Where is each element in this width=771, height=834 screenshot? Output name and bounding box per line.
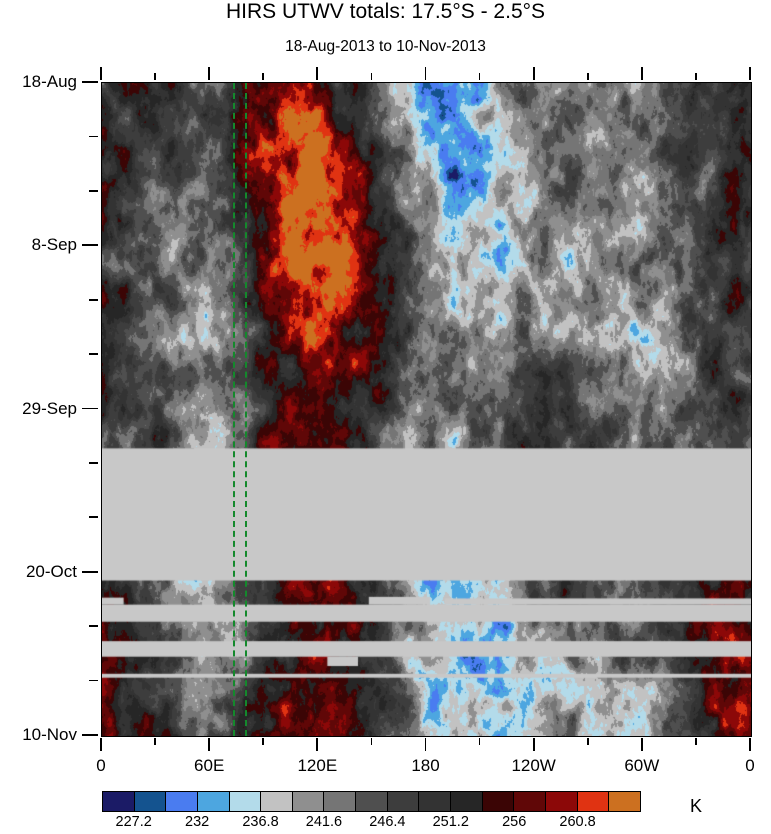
- y-tick-minor: [89, 625, 98, 628]
- x-tick-minor: [478, 738, 481, 745]
- x-tick-minor: [262, 738, 265, 745]
- colorbar-tick-label: 260.8: [559, 814, 596, 830]
- y-tick-minor: [89, 353, 98, 355]
- x-tick-minor: [154, 738, 156, 745]
- x-tick-top-minor: [370, 73, 373, 80]
- colorbar-swatch: [166, 792, 198, 811]
- green-dashed-line: [232, 83, 235, 736]
- y-tick-major: [82, 570, 98, 573]
- colorbar-swatch: [419, 792, 452, 811]
- x-tick-major: [316, 738, 319, 751]
- colorbar-swatch: [261, 792, 293, 811]
- plot-area: [101, 82, 752, 737]
- colorbar-swatch: [387, 792, 420, 811]
- colorbar-tick-label: 241.6: [305, 814, 343, 830]
- x-tick-top-major: [640, 67, 643, 80]
- x-tick-top-major: [316, 67, 319, 80]
- y-axis-label: 29-Sep: [22, 398, 77, 418]
- colorbar-swatch: [197, 792, 230, 811]
- page-subtitle: 18-Aug-2013 to 10-Nov-2013: [285, 38, 486, 55]
- y-tick-major: [82, 81, 98, 83]
- x-tick-top-major: [749, 67, 751, 80]
- colorbar-swatch: [482, 792, 515, 811]
- colorbar-tick-label: 227.2: [115, 814, 152, 830]
- colorbar-swatch: [451, 792, 483, 811]
- x-tick-major: [208, 738, 211, 751]
- colorbar-swatch: [356, 792, 388, 811]
- x-tick-top-minor: [154, 73, 156, 80]
- x-axis-label: 60E: [194, 756, 225, 775]
- colorbar-swatch: [229, 792, 262, 811]
- colorbar-swatch: [103, 792, 135, 811]
- y-axis-label: 10-Nov: [22, 725, 77, 744]
- x-tick-top-major: [208, 67, 211, 80]
- x-axis-label: 120E: [297, 756, 338, 775]
- colorbar-swatch: [324, 792, 357, 811]
- y-tick-minor: [89, 679, 98, 682]
- x-tick-minor: [695, 738, 697, 745]
- heatmap-field: [102, 83, 751, 736]
- x-axis-label: 180: [411, 756, 440, 775]
- x-tick-top-minor: [262, 73, 265, 80]
- colorbar: [102, 791, 641, 812]
- x-tick-top-major: [424, 67, 427, 80]
- y-tick-minor: [89, 189, 98, 192]
- x-tick-top-minor: [586, 73, 589, 80]
- x-tick-major: [749, 738, 751, 751]
- x-tick-top-major: [100, 67, 102, 80]
- colorbar-swatch: [577, 792, 610, 811]
- y-tick-major: [82, 407, 98, 410]
- x-tick-top-minor: [478, 73, 481, 80]
- y-tick-minor: [89, 516, 98, 519]
- x-tick-minor: [586, 738, 589, 745]
- colorbar-unit-label: K: [690, 796, 703, 816]
- colorbar-tick-label: 232: [185, 814, 210, 830]
- x-axis-label: 0: [745, 756, 755, 775]
- colorbar-swatch: [609, 792, 640, 811]
- x-tick-major: [424, 738, 427, 751]
- x-axis-label: 60W: [624, 756, 660, 775]
- x-tick-top-major: [532, 67, 535, 80]
- y-axis-label: 20-Oct: [25, 561, 77, 581]
- x-tick-major: [640, 738, 643, 751]
- y-tick-major: [82, 244, 98, 247]
- x-axis-label: 0: [96, 756, 106, 775]
- colorbar-tick-label: 236.8: [242, 814, 279, 830]
- x-tick-major: [532, 738, 535, 751]
- colorbar-tick-label: 251.2: [432, 814, 469, 830]
- colorbar-swatch: [514, 792, 546, 811]
- green-dashed-line: [245, 83, 248, 736]
- y-tick-minor: [89, 298, 98, 301]
- y-tick-minor: [89, 135, 98, 138]
- y-axis-label: 8-Sep: [31, 235, 77, 255]
- x-axis-label: 120W: [511, 756, 556, 775]
- colorbar-swatch: [292, 792, 325, 811]
- y-tick-major: [82, 734, 98, 736]
- colorbar-tick-label: 246.4: [369, 814, 406, 830]
- colorbar-swatch: [545, 792, 578, 811]
- x-tick-top-minor: [695, 73, 697, 80]
- x-tick-minor: [370, 738, 373, 745]
- y-axis-label: 18-Aug: [22, 72, 77, 91]
- colorbar-swatch: [134, 792, 167, 811]
- x-tick-major: [100, 738, 102, 751]
- page-title: HIRS UTWV totals: 17.5°S - 2.5°S: [225, 0, 546, 23]
- y-tick-minor: [89, 462, 98, 464]
- colorbar-tick-label: 256: [502, 814, 527, 830]
